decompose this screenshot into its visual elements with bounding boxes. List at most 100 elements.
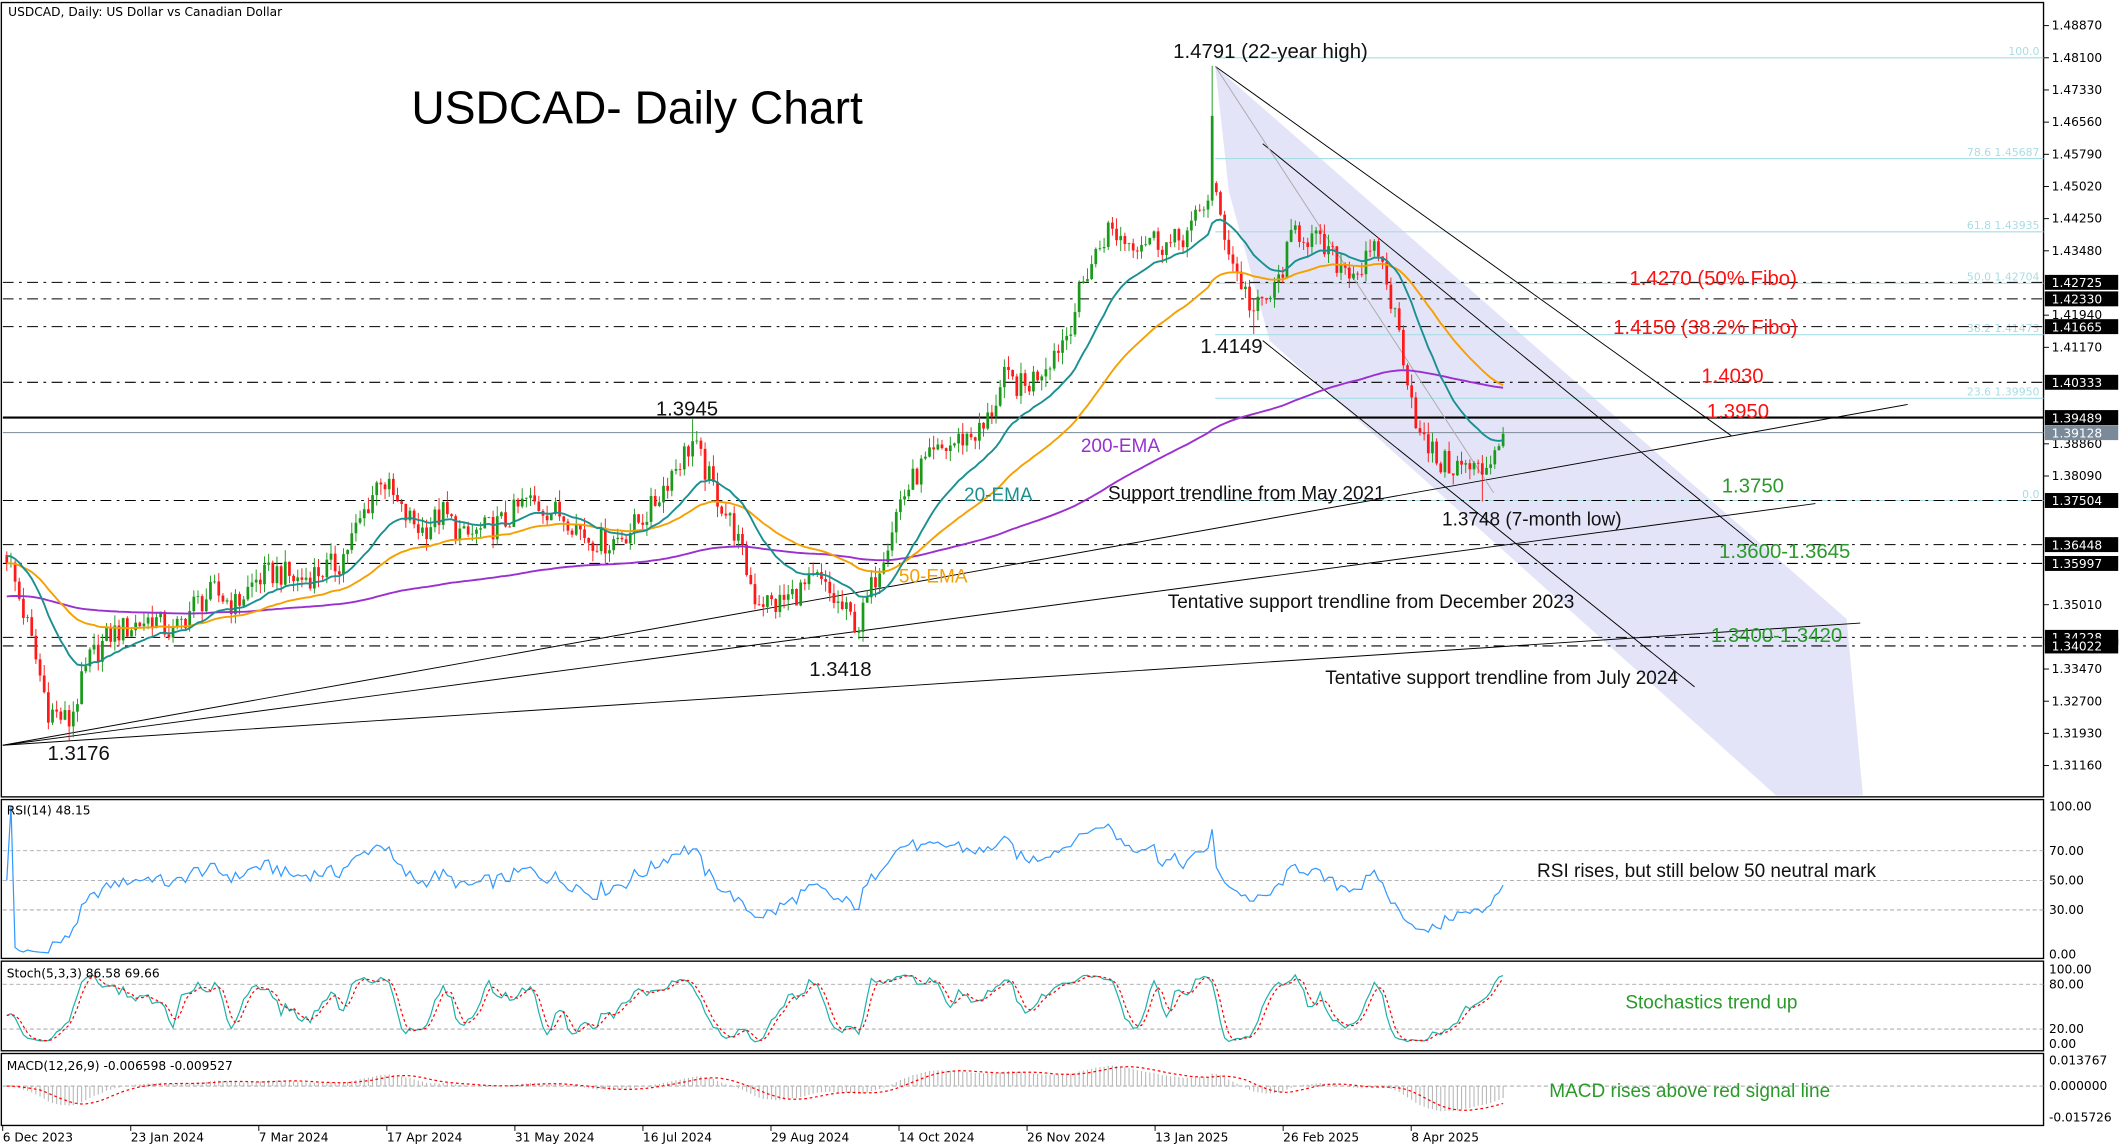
candle-body <box>146 617 150 624</box>
candle <box>1468 459 1472 480</box>
candle-body <box>1472 462 1476 470</box>
candle-body <box>1293 225 1297 230</box>
candle <box>1185 227 1189 258</box>
chart-title: USDCAD- Daily Chart <box>411 81 863 133</box>
label-7-month-low: 1.3748 (7-month low) <box>1442 509 1622 530</box>
candle-body <box>1019 373 1023 396</box>
candle-body <box>1451 473 1455 476</box>
candle <box>1086 268 1089 282</box>
candle <box>1264 297 1268 304</box>
candle <box>1293 220 1297 234</box>
candle <box>101 633 104 672</box>
candle-body <box>483 517 487 529</box>
ema-50-line[interactable] <box>6 262 1504 630</box>
candle <box>1443 449 1447 478</box>
candle-body <box>458 528 462 540</box>
candle <box>782 584 786 609</box>
price-level-box <box>2044 493 2119 508</box>
candle-body <box>1480 463 1484 475</box>
trendline-jul-2024[interactable] <box>2 622 1861 746</box>
candle-body <box>1360 274 1364 275</box>
candle-body <box>861 602 865 632</box>
candle <box>1372 239 1376 258</box>
candle-body <box>1422 432 1426 435</box>
candle-body <box>425 527 428 540</box>
candle <box>1152 230 1156 241</box>
candle-body <box>1144 244 1148 246</box>
candle-body <box>882 562 886 574</box>
price-tick-label: 1.45790 <box>2052 147 2103 161</box>
stoch-tick-label: 80.00 <box>2049 977 2084 991</box>
candle <box>516 497 520 514</box>
candle-body <box>820 572 823 580</box>
candle-body <box>558 501 561 517</box>
candle <box>200 594 204 623</box>
label-support-dec-2023: Tentative support trendline from Decembe… <box>1168 592 1575 613</box>
ema-20-line[interactable] <box>6 218 1504 667</box>
price-tick-label: 1.41940 <box>2052 308 2103 322</box>
candle-body <box>1094 248 1098 265</box>
rsi-panel[interactable] <box>0 798 2045 960</box>
candle <box>217 573 221 603</box>
candle-body <box>953 443 956 446</box>
channel-lower-line[interactable] <box>1262 340 1695 688</box>
candle <box>774 598 778 619</box>
candle-body <box>1431 441 1434 454</box>
candle-body <box>71 711 75 727</box>
candle <box>292 574 295 592</box>
candle-body <box>1323 233 1326 255</box>
candle-body <box>795 589 798 606</box>
candle <box>155 612 158 629</box>
candle <box>1219 190 1222 216</box>
candle <box>400 498 404 512</box>
stoch-signal-line[interactable] <box>6 975 1504 1042</box>
stoch-main-line[interactable] <box>6 973 1504 1043</box>
candle-body <box>1377 241 1380 257</box>
candle-body <box>549 513 553 521</box>
candle-body <box>791 589 794 595</box>
candle <box>583 518 586 544</box>
candle <box>919 455 923 493</box>
fibo-trend-line[interactable] <box>1214 66 1495 493</box>
channel-upper-line[interactable] <box>1214 65 1732 437</box>
candle-body <box>583 529 586 538</box>
candle-body <box>928 447 931 457</box>
candle-body <box>957 433 960 444</box>
stoch-panel[interactable] <box>0 960 2045 1052</box>
candle <box>628 523 632 550</box>
macd-signal-line[interactable] <box>6 1066 1504 1111</box>
rsi-tick-label: 70.00 <box>2049 844 2084 858</box>
candle-body <box>1468 463 1472 470</box>
candle <box>1190 211 1193 243</box>
candle-body <box>475 529 478 534</box>
candle <box>358 510 362 525</box>
candle-body <box>1260 296 1264 299</box>
candle-body <box>940 444 944 449</box>
candle <box>246 575 250 602</box>
candle <box>1061 329 1064 365</box>
candle <box>944 447 948 460</box>
candle <box>915 467 919 485</box>
candle <box>824 570 827 592</box>
channel-inner-line[interactable] <box>1262 143 1755 545</box>
date-tick-label: 23 Jan 2024 <box>131 1131 204 1145</box>
candle <box>579 524 582 541</box>
candle <box>973 436 977 450</box>
candle-body <box>1493 450 1497 465</box>
candle-body <box>1268 297 1272 300</box>
macd-panel[interactable] <box>0 1052 2045 1127</box>
candle <box>791 579 794 600</box>
trendline-dec-2023[interactable] <box>2 503 1816 746</box>
candle <box>263 556 266 593</box>
candle-body <box>113 625 117 642</box>
candle <box>350 522 354 554</box>
candle <box>367 497 370 514</box>
rsi-line[interactable] <box>6 806 1504 954</box>
rsi-header: RSI(14) 48.15 <box>7 804 91 818</box>
trendline-may-2021[interactable] <box>2 403 1908 746</box>
candle-body <box>379 482 383 485</box>
candle <box>1489 455 1493 475</box>
price-tick-label: 1.41170 <box>2052 340 2103 354</box>
candle <box>184 618 187 631</box>
candle-body <box>599 528 603 552</box>
